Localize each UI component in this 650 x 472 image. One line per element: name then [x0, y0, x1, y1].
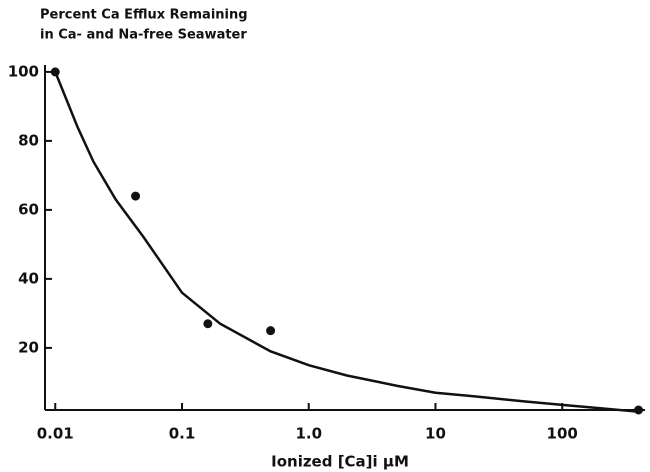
- data-point: [266, 326, 276, 336]
- x-tick-label: 0.01: [37, 425, 74, 443]
- x-tick-label: 100: [547, 425, 578, 443]
- x-tick-label: 10: [425, 425, 446, 443]
- y-tick-label: 60: [18, 200, 39, 218]
- x-tick-label: 1.0: [295, 425, 322, 443]
- y-tick-label: 100: [8, 62, 39, 80]
- data-point: [203, 319, 213, 329]
- chart-title: Percent Ca Efflux Remaining: [40, 8, 248, 23]
- fit-curve: [54, 71, 639, 413]
- y-tick-label: 40: [18, 269, 39, 287]
- chart-title: in Ca- and Na-free Seawater: [40, 28, 247, 43]
- data-point: [131, 191, 141, 201]
- data-point: [634, 405, 644, 415]
- y-tick-label: 80: [18, 131, 39, 149]
- y-tick-label: 20: [18, 338, 39, 356]
- x-axis-label: Ionized [Ca]i μM: [271, 453, 409, 471]
- x-tick-label: 0.1: [169, 425, 196, 443]
